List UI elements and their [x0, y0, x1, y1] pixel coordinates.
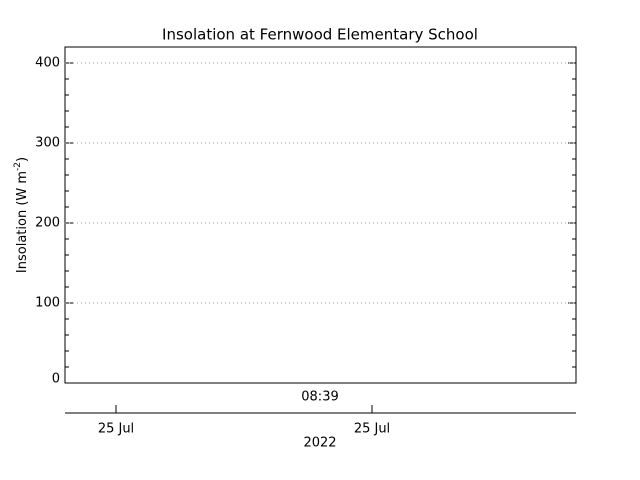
chart-title: Insolation at Fernwood Elementary School — [162, 26, 478, 44]
date-tick-label: 25 Jul — [354, 422, 390, 437]
y-axis-label: Insolation (W m-2) — [13, 157, 30, 273]
y-tick-label: 100 — [35, 296, 60, 311]
y-tick-label: 400 — [35, 56, 60, 71]
annotation: 08:39 — [301, 390, 338, 405]
y-tick-label: 0 — [52, 372, 60, 387]
y-tick-label: 200 — [35, 216, 60, 231]
y-label-main: Insolation (W m — [15, 171, 30, 273]
y-label-end: ) — [15, 157, 30, 162]
date-axis-label: 2022 — [303, 436, 336, 451]
y-tick-label: 300 — [35, 136, 60, 151]
date-tick-label: 25 Jul — [98, 422, 134, 437]
y-label-sup: -2 — [13, 162, 23, 171]
